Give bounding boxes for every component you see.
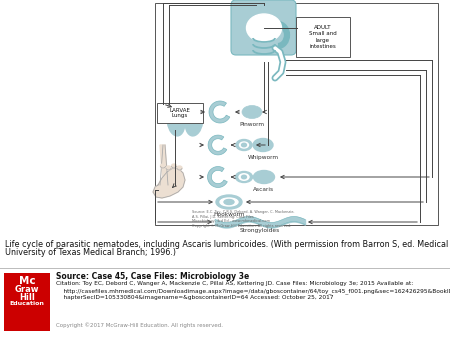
Polygon shape [209,101,230,123]
Ellipse shape [171,164,176,168]
Ellipse shape [166,166,171,170]
FancyBboxPatch shape [4,273,50,331]
Polygon shape [207,167,227,188]
Text: http://casefiles.mhmedical.com/Downloadimage.aspx?image=/data/gboscontainer/64/t: http://casefiles.mhmedical.com/Downloadi… [56,288,450,294]
Ellipse shape [235,171,252,183]
Ellipse shape [161,164,166,168]
Ellipse shape [177,166,182,170]
Text: LARVAE
Lungs: LARVAE Lungs [170,107,190,118]
Ellipse shape [216,195,242,209]
FancyBboxPatch shape [296,17,350,57]
Text: hapterSecID=105330804&imagename=&gboscontainerID=64 Accessed: October 25, 2017: hapterSecID=105330804&imagename=&gboscon… [56,295,333,300]
Text: Citation: Toy EC, Debord C, Wanger A, Mackenzie C, Pillai AS, Kettering JD. Case: Citation: Toy EC, Debord C, Wanger A, Ma… [56,281,413,286]
FancyBboxPatch shape [157,103,203,123]
Ellipse shape [224,199,234,204]
Text: Mc: Mc [19,276,35,286]
Text: Pinworm: Pinworm [239,122,265,127]
Text: Copyright ©2017 McGraw-Hill Education. All rights reserved.: Copyright ©2017 McGraw-Hill Education. A… [56,322,223,328]
Text: Life cycle of parasitic nematodes, including Ascaris lumbricoides. (With permiss: Life cycle of parasitic nematodes, inclu… [5,240,450,249]
Text: Hookworm: Hookworm [213,212,245,217]
Text: Source: E.C. Toy, C.R.S. Debord, A. Wanger, C. Mackenzie,
A.S. Pillai, J.D. Kett: Source: E.C. Toy, C.R.S. Debord, A. Wang… [192,210,294,228]
Ellipse shape [242,143,247,147]
Text: Strongyloides: Strongyloides [240,228,280,233]
Text: Ascaris: Ascaris [253,187,274,192]
Ellipse shape [185,108,202,136]
Ellipse shape [220,198,238,206]
Ellipse shape [247,14,282,42]
Ellipse shape [236,140,252,150]
Text: University of Texas Medical Branch; 1996.): University of Texas Medical Branch; 1996… [5,248,176,257]
Ellipse shape [239,174,249,180]
Text: ADULT
Small and
large
intestines: ADULT Small and large intestines [309,25,337,49]
Polygon shape [208,135,227,155]
Polygon shape [160,145,168,185]
Ellipse shape [242,105,262,119]
FancyBboxPatch shape [231,0,296,55]
Text: Education: Education [9,301,45,306]
Text: Graw: Graw [15,285,39,294]
Ellipse shape [239,142,248,148]
Polygon shape [153,168,185,198]
Ellipse shape [253,170,274,184]
Text: Whipworm: Whipworm [248,155,279,160]
Ellipse shape [253,139,273,151]
Ellipse shape [167,108,184,136]
Text: Hill: Hill [19,293,35,302]
Ellipse shape [242,175,247,179]
Text: Source: Case 45, Case Files: Microbiology 3e: Source: Case 45, Case Files: Microbiolog… [56,272,249,281]
